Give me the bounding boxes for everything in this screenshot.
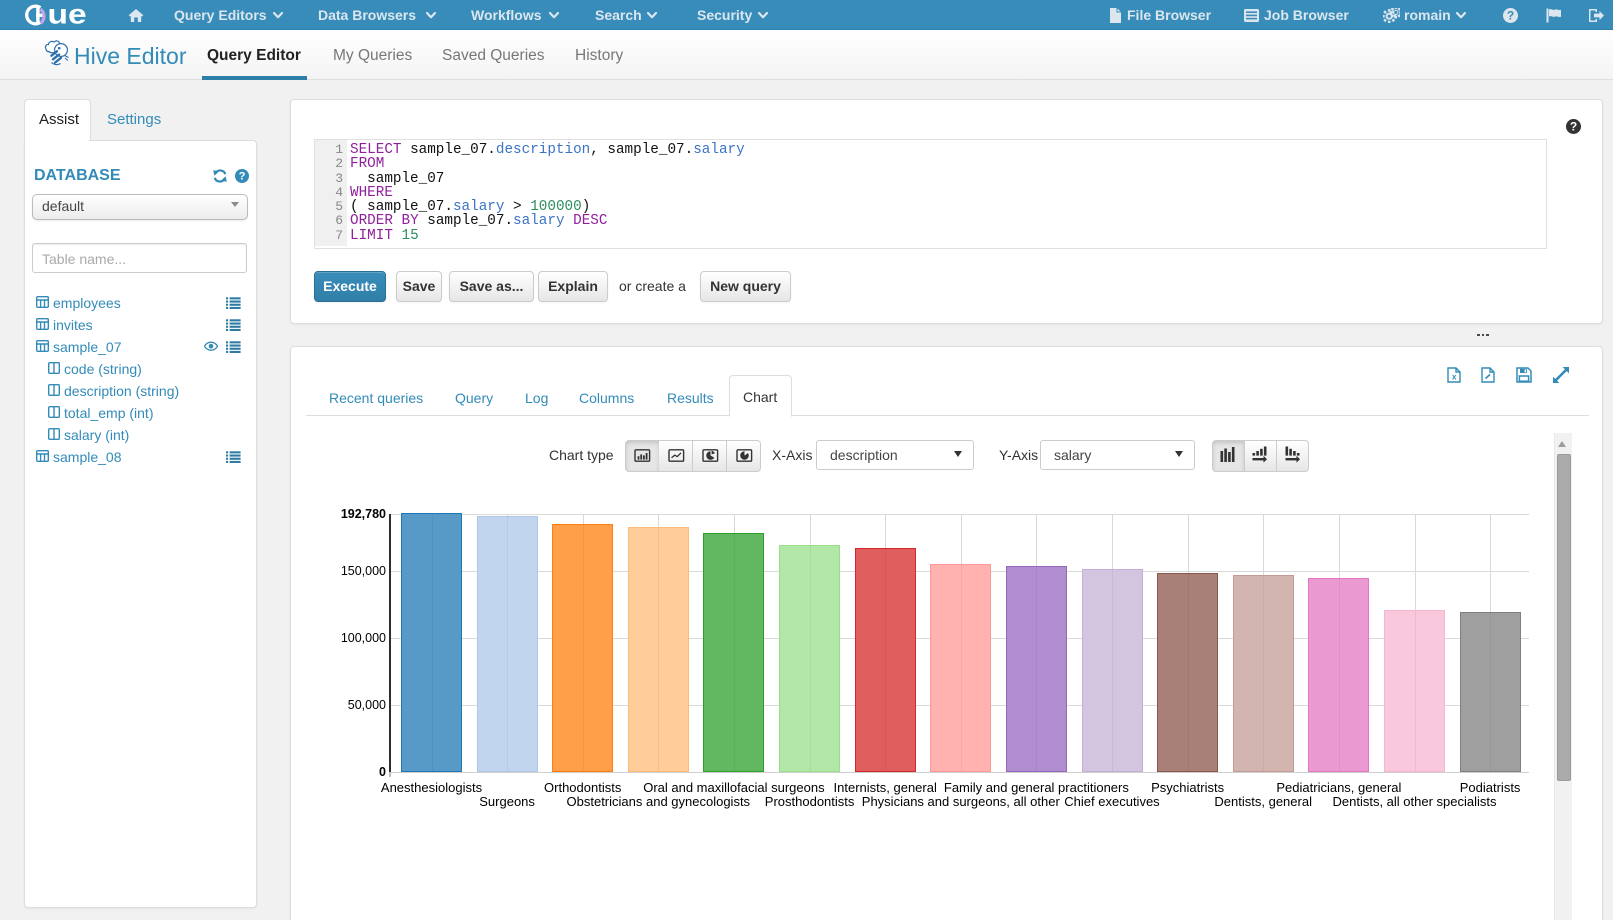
svg-text:ue: ue (48, 2, 87, 28)
svg-text:?: ? (1507, 8, 1514, 22)
svg-text:x: x (1452, 373, 1457, 382)
svg-text:?: ? (1570, 119, 1577, 133)
svg-text:?: ? (239, 171, 246, 183)
